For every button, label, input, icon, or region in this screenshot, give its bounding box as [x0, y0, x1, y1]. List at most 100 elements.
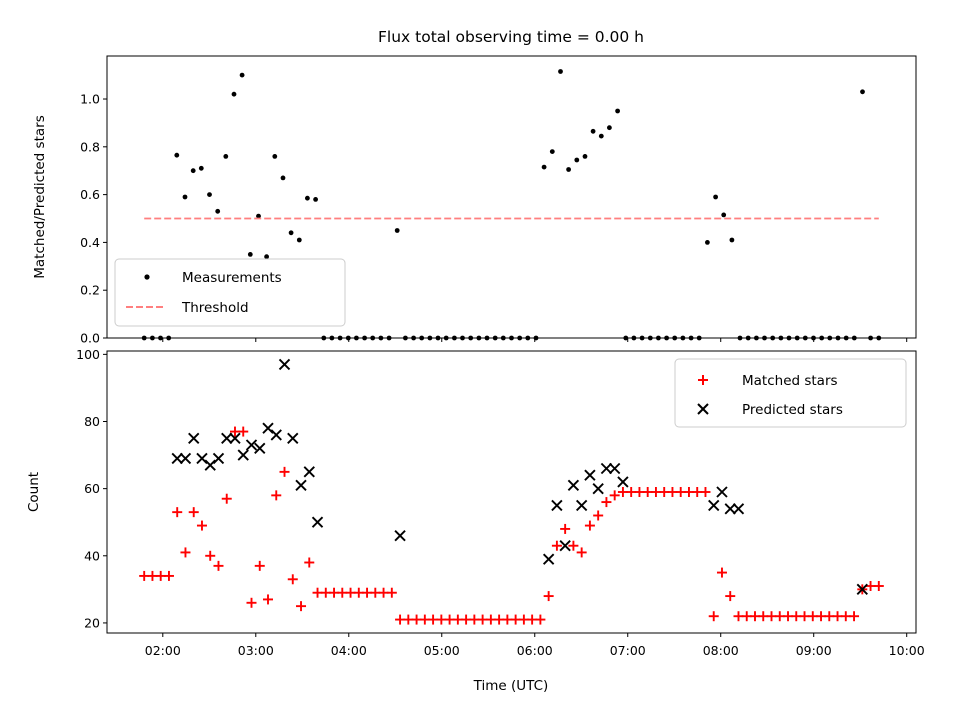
measurement-point [256, 213, 261, 219]
matched-star-point [163, 570, 174, 581]
matched-star-point [221, 493, 232, 504]
matched-star-point [593, 510, 604, 521]
measurement-point [713, 194, 718, 200]
measurement-point [582, 154, 588, 159]
bottom-y-tick-label: 20 [84, 615, 100, 630]
bottom-y-tick-label: 80 [84, 414, 100, 429]
measurement-point [615, 108, 620, 114]
matched-star-point [386, 587, 397, 598]
predicted-star-point [856, 583, 868, 596]
predicted-star-point [287, 432, 299, 444]
predicted-star-point [575, 499, 588, 512]
measurement-point [247, 252, 253, 257]
predicted-star-point [600, 462, 613, 475]
measurement-point [288, 230, 294, 236]
bottom-x-axis: 02:00 03:00 04:00 05:00 06:00 07:00 08:00 09:00… [145, 633, 925, 658]
measurement-point [598, 133, 604, 139]
measurement-point [313, 197, 318, 202]
measurement-point [223, 154, 229, 159]
predicted-star-point [262, 422, 274, 434]
bottom-legend-box [674, 358, 907, 428]
predicted-star-point [592, 482, 604, 495]
top-y-tick-label: 0.8 [80, 139, 100, 154]
predicted-star-point [278, 358, 291, 371]
matched-star-point [601, 497, 612, 508]
top-y-tick-label: 1.0 [80, 92, 100, 107]
x-tick-label: 04:00 [331, 643, 367, 658]
measurement-point [721, 212, 727, 218]
legend-threshold-label: Threshold [181, 300, 249, 316]
x-tick-label: 02:00 [145, 643, 181, 658]
matched-star-point [271, 490, 282, 501]
matched-star-point [188, 507, 199, 518]
predicted-star-point [204, 459, 216, 471]
measurement-point [174, 152, 180, 158]
matched-star-point [700, 487, 711, 497]
predicted-star-point [551, 499, 563, 512]
measurement-point [296, 237, 302, 243]
legend-measurements-label: Measurements [182, 270, 282, 286]
measurement-point [566, 167, 571, 172]
matched-star-point [279, 466, 290, 477]
predicted-star-point [237, 449, 249, 461]
measurement-point [182, 194, 188, 200]
predicted-star-point [179, 452, 192, 465]
matched-star-point [708, 611, 719, 622]
measurement-point [574, 157, 580, 163]
measurement-point [394, 228, 400, 233]
predicted-star-point [559, 540, 571, 552]
top-y-tick-label: 0.6 [80, 187, 100, 202]
measurement-point [215, 208, 221, 214]
measurement-point [705, 240, 710, 245]
measurement-point [231, 91, 237, 97]
matched-star-point [609, 490, 620, 501]
matched-star-point [716, 567, 727, 578]
legend-measurements-marker [144, 274, 150, 280]
predicted-star-point [724, 503, 736, 515]
x-axis-label: Time (UTC) [473, 678, 549, 694]
matched-star-point [873, 581, 884, 591]
matched-star-point [196, 520, 207, 531]
matched-star-point [287, 574, 298, 585]
x-tick-label: 05:00 [424, 643, 460, 658]
measurement-point [272, 154, 278, 159]
x-tick-label: 08:00 [703, 643, 739, 658]
top-plot-area [141, 69, 882, 341]
matched-star-point [568, 540, 579, 551]
matched-star-point [172, 507, 183, 518]
matched-star-point [543, 591, 554, 602]
matched-star-point [535, 614, 546, 625]
matched-star-point [205, 550, 216, 561]
x-tick-label: 10:00 [889, 643, 925, 658]
matched-star-point [213, 560, 224, 571]
x-tick-label: 03:00 [238, 643, 274, 658]
matched-star-point [296, 601, 307, 612]
bottom-plot-area [139, 358, 884, 625]
predicted-star-point [295, 479, 307, 491]
top-y-tick-label: 0.2 [80, 283, 100, 298]
predicted-star-point [196, 452, 208, 465]
top-y-axis-label: Matched/Predicted stars [32, 115, 48, 278]
top-panel: 0.0 0.2 0.4 0.6 0.8 1.0 Matched/Predicted sta… [32, 55, 917, 346]
top-y-tick-label: 0.4 [80, 235, 100, 250]
predicted-star-point [270, 429, 282, 441]
matched-star-point [551, 540, 562, 551]
bottom-y-tick-label: 60 [84, 481, 100, 496]
bottom-y-tick-label: 40 [84, 548, 100, 563]
measurement-point [305, 195, 310, 201]
matched-star-point [849, 611, 860, 622]
matched-star-point [254, 560, 265, 571]
top-y-tick-label: 0.0 [80, 331, 100, 346]
top-x-ticks [162, 338, 908, 342]
predicted-star-point [254, 442, 266, 455]
predicted-star-point [732, 503, 745, 515]
predicted-star-point [229, 432, 241, 444]
legend-matched-marker [698, 375, 708, 385]
measurement-point [198, 165, 204, 171]
measurement-point [558, 69, 563, 74]
matched-star-point [584, 520, 595, 531]
predicted-star-point [394, 529, 406, 542]
predicted-star-point [609, 462, 621, 475]
matched-star-point [725, 591, 736, 602]
